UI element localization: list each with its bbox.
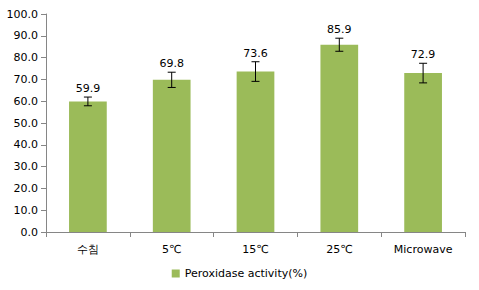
- svg-text:70.0: 70.0: [14, 73, 39, 86]
- svg-text:90.0: 90.0: [14, 29, 39, 42]
- svg-text:5℃: 5℃: [162, 243, 181, 256]
- svg-text:60.0: 60.0: [14, 95, 39, 108]
- svg-text:20.0: 20.0: [14, 182, 39, 195]
- svg-text:72.9: 72.9: [411, 48, 436, 61]
- svg-text:15℃: 15℃: [242, 243, 268, 256]
- svg-text:80.0: 80.0: [14, 51, 39, 64]
- svg-text:85.9: 85.9: [327, 23, 352, 36]
- svg-text:59.9: 59.9: [76, 82, 101, 95]
- svg-text:수침: 수침: [77, 243, 99, 256]
- svg-text:50.0: 50.0: [14, 117, 39, 130]
- svg-text:69.8: 69.8: [159, 57, 184, 70]
- svg-text:40.0: 40.0: [14, 138, 39, 151]
- svg-text:30.0: 30.0: [14, 160, 39, 173]
- svg-text:Peroxidase activity(%): Peroxidase activity(%): [185, 267, 308, 280]
- svg-text:0.0: 0.0: [21, 226, 39, 239]
- svg-text:100.0: 100.0: [7, 8, 39, 21]
- svg-text:Microwave: Microwave: [394, 243, 453, 256]
- svg-text:10.0: 10.0: [14, 204, 39, 217]
- svg-text:25℃: 25℃: [326, 243, 352, 256]
- svg-text:73.6: 73.6: [243, 47, 268, 60]
